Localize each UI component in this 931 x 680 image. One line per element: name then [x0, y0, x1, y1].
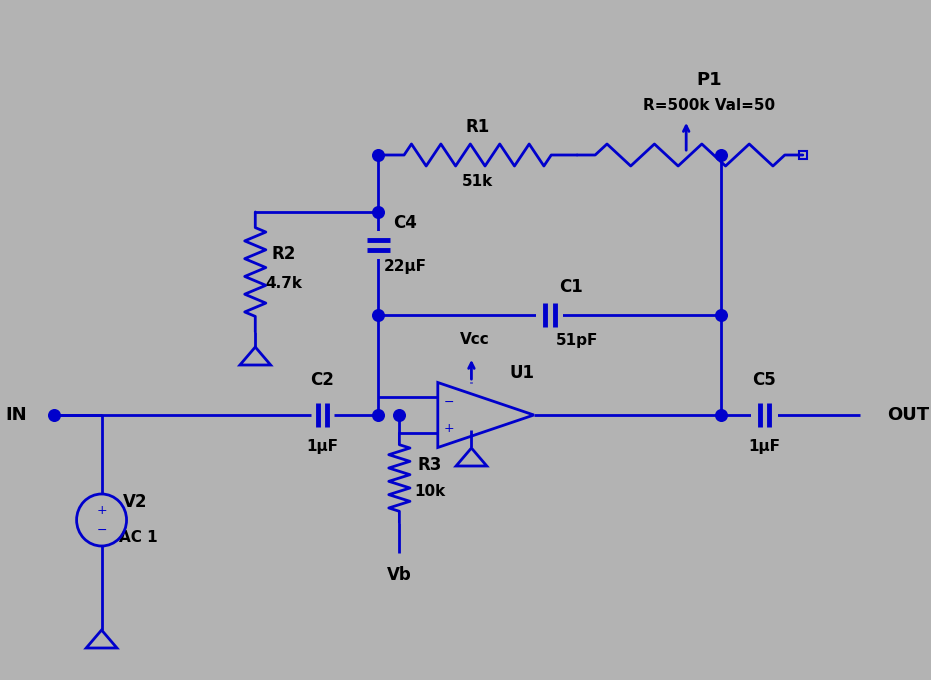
Text: 22μF: 22μF	[384, 260, 426, 275]
Text: AC 1: AC 1	[119, 530, 157, 545]
Text: U1: U1	[510, 364, 534, 382]
Bar	[799, 151, 806, 159]
Text: P1: P1	[696, 71, 722, 89]
Text: OUT: OUT	[887, 406, 929, 424]
Text: +: +	[96, 503, 107, 517]
Text: 1μF: 1μF	[306, 439, 339, 454]
Point	[371, 309, 385, 320]
Text: C4: C4	[393, 214, 417, 232]
Text: −: −	[96, 524, 107, 537]
Point	[47, 409, 61, 420]
Text: 1μF: 1μF	[749, 439, 780, 454]
Point	[371, 207, 385, 218]
Text: IN: IN	[5, 406, 27, 424]
Text: R3: R3	[418, 456, 442, 474]
Text: C5: C5	[752, 371, 776, 389]
Text: −: −	[444, 396, 454, 409]
Text: 51pF: 51pF	[556, 333, 598, 348]
Point	[392, 409, 407, 420]
Text: R2: R2	[272, 245, 296, 263]
Point	[714, 150, 729, 160]
Text: +: +	[444, 422, 454, 435]
Point	[371, 150, 385, 160]
Text: Vcc: Vcc	[459, 332, 489, 347]
Text: Vb: Vb	[387, 566, 412, 584]
Point	[371, 409, 385, 420]
Text: V2: V2	[123, 493, 147, 511]
Point	[714, 409, 729, 420]
Text: 10k: 10k	[414, 483, 446, 498]
Text: R1: R1	[466, 118, 490, 136]
Text: C1: C1	[559, 278, 583, 296]
Text: R=500k Val=50: R=500k Val=50	[643, 97, 776, 112]
Text: 51k: 51k	[462, 173, 493, 188]
Point	[714, 309, 729, 320]
Text: 4.7k: 4.7k	[265, 277, 303, 292]
Text: C2: C2	[311, 371, 334, 389]
